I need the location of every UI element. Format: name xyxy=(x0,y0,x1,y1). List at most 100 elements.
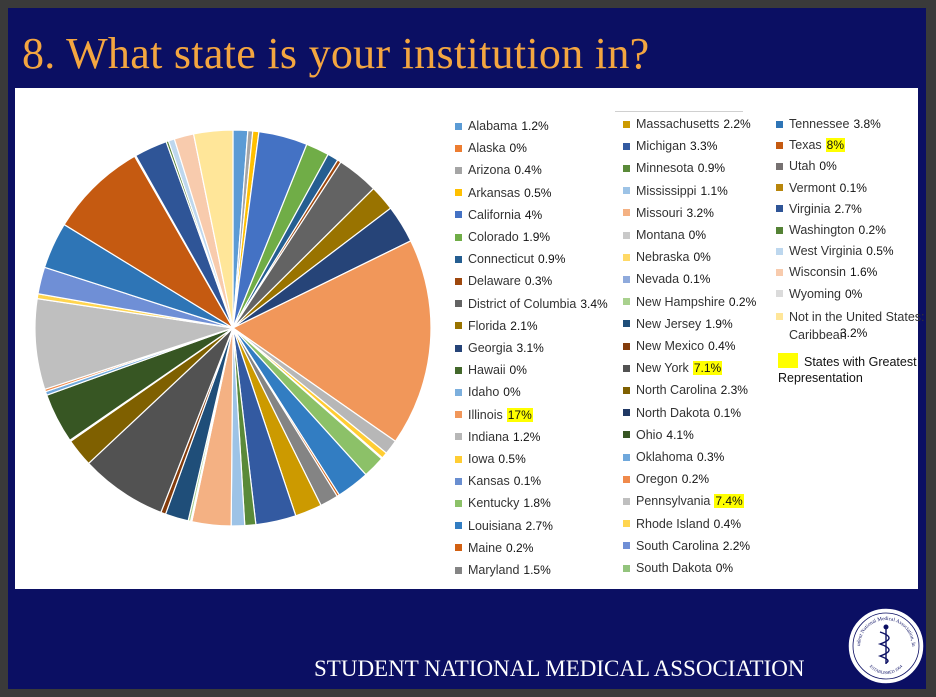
data-label: 0.2% xyxy=(858,223,886,237)
data-label: 0.2% xyxy=(728,294,757,309)
legend-label: Delaware xyxy=(468,274,521,289)
data-label: 0.9% xyxy=(697,161,726,176)
legend-swatch xyxy=(455,277,462,285)
data-label: 0.3% xyxy=(696,450,725,464)
legend-swatch xyxy=(623,164,630,172)
highlight-swatch xyxy=(778,353,798,368)
organization-name: STUDENT NATIONAL MEDICAL ASSOCIATION xyxy=(314,656,805,681)
slide-title: 8. What state is your institution in? xyxy=(22,29,650,78)
legend-label: Georgia xyxy=(468,341,513,355)
data-label: 0.5% xyxy=(524,185,552,200)
legend-label: West Virginia xyxy=(789,244,863,259)
legend-swatch xyxy=(776,184,783,192)
legend-item: Arkansas 0.5% xyxy=(455,186,551,200)
data-label: 0.1% xyxy=(713,405,742,420)
legend-item: Not in the United States: Caribbean 3.2% xyxy=(776,308,933,344)
legend-swatch xyxy=(455,166,462,174)
legend-label: Tennessee xyxy=(789,117,850,131)
caduceus-icon xyxy=(877,624,890,664)
legend-label: Iowa xyxy=(468,452,495,466)
legend-label: Maryland xyxy=(468,563,520,577)
data-label: 4% xyxy=(524,207,543,222)
legend-swatch xyxy=(623,409,630,417)
legend-item: Alaska 0% xyxy=(455,141,527,155)
data-label: 1.6% xyxy=(849,265,878,280)
legend-swatch xyxy=(623,253,630,261)
legend-item: Indiana 1.2% xyxy=(455,430,540,444)
legend-label: Kansas xyxy=(468,474,510,489)
legend-swatch xyxy=(455,322,462,330)
legend-label: Vermont xyxy=(789,180,836,195)
data-label: 0.4% xyxy=(713,516,742,531)
data-label: 0% xyxy=(688,228,706,242)
legend-swatch xyxy=(455,344,462,352)
legend-swatch xyxy=(776,247,783,255)
legend-item: Michigan 3.3% xyxy=(623,139,717,153)
data-label: 7.4% xyxy=(714,494,744,509)
legend-item: Pennsylvania 7.4% xyxy=(623,494,744,509)
legend-swatch xyxy=(623,497,630,505)
legend-swatch xyxy=(776,141,783,149)
legend-label: Illinois xyxy=(468,407,503,422)
data-label: 3.2% xyxy=(686,205,714,220)
legend-item: Kentucky 1.8% xyxy=(455,496,551,510)
data-label: 0% xyxy=(509,141,527,156)
legend-divider xyxy=(615,111,743,112)
legend-item: Rhode Island 0.4% xyxy=(623,517,741,531)
legend-label: Pennsylvania xyxy=(636,494,711,509)
legend-swatch xyxy=(455,433,462,441)
legend-swatch xyxy=(776,312,783,320)
legend-swatch xyxy=(455,499,462,507)
legend-label: South Carolina xyxy=(636,538,719,553)
data-label: 2.3% xyxy=(720,383,748,398)
legend-label: Montana xyxy=(636,228,685,242)
legend-swatch xyxy=(623,120,630,128)
data-label: 1.5% xyxy=(523,563,551,577)
legend-label: Maine xyxy=(468,540,503,555)
data-label: 0.1% xyxy=(839,180,867,195)
data-label: 2.2% xyxy=(723,117,751,131)
data-label: 3.8% xyxy=(853,117,881,131)
legend-label: Missouri xyxy=(636,205,683,220)
data-label: 7.1% xyxy=(692,361,723,376)
data-label: 1.9% xyxy=(522,230,551,244)
legend-label: Louisiana xyxy=(468,518,522,533)
legend-label: Kentucky xyxy=(468,496,520,511)
legend-item: Utah 0% xyxy=(776,159,837,173)
legend-label: Rhode Island xyxy=(636,516,710,531)
legend-item: Louisiana 2.7% xyxy=(455,519,553,533)
legend-swatch xyxy=(623,320,630,328)
legend-item: New Hampshire 0.2% xyxy=(623,295,756,309)
slide-frame: 8. What state is your institution in? Al… xyxy=(8,8,926,689)
legend-item: New Jersey 1.9% xyxy=(623,317,733,331)
legend-label: Florida xyxy=(468,318,507,333)
legend-item: District of Columbia 3.4% xyxy=(455,297,608,311)
legend-swatch xyxy=(455,455,462,463)
legend-label: Michigan xyxy=(636,139,687,154)
legend-item: Connecticut 0.9% xyxy=(455,252,565,266)
legend-label: Nebraska xyxy=(636,250,690,265)
data-label: 0.4% xyxy=(514,163,542,178)
data-label: 0% xyxy=(715,561,734,575)
legend-swatch xyxy=(455,189,462,197)
legend-label: New Jersey xyxy=(636,316,702,331)
data-label: 3.2% xyxy=(840,325,868,340)
data-label: 0.9% xyxy=(538,252,566,267)
data-label: 3.3% xyxy=(690,139,718,154)
legend-label: New York xyxy=(636,361,689,376)
legend-swatch xyxy=(455,566,462,574)
legend-swatch xyxy=(455,522,462,530)
legend-swatch xyxy=(455,144,462,152)
data-label: 0% xyxy=(844,286,863,301)
legend-swatch xyxy=(623,187,630,195)
legend-item: Wyoming 0% xyxy=(776,287,862,301)
legend-item: West Virginia 0.5% xyxy=(776,244,894,258)
legend-label: Wisconsin xyxy=(789,265,846,280)
legend-label: Colorado xyxy=(468,230,519,244)
legend-label: Mississippi xyxy=(636,183,697,198)
data-label: 0% xyxy=(509,363,527,378)
legend-label: Minnesota xyxy=(636,161,694,176)
legend-item: New York 7.1% xyxy=(623,361,723,376)
legend-label: North Carolina xyxy=(636,383,717,398)
data-label: 0.4% xyxy=(708,339,736,353)
